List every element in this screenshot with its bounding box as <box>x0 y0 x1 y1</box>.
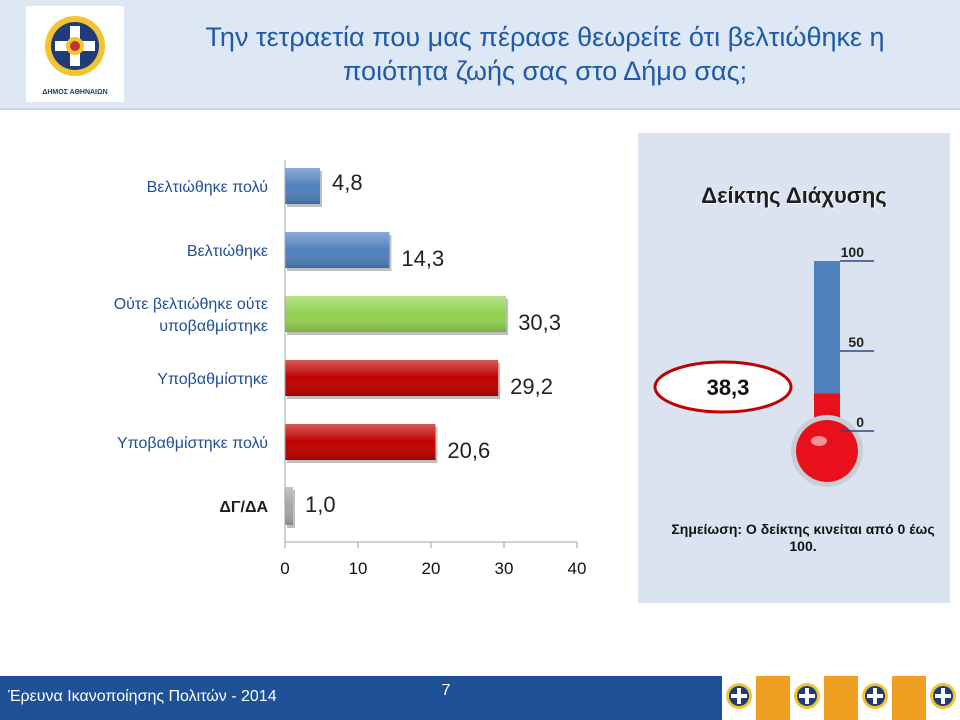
title-line-1: Την τετραετία που μας πέρασε θεωρείτε ότ… <box>205 22 885 52</box>
bar-gloss <box>285 360 499 396</box>
value-label: 4,8 <box>332 170 363 195</box>
index-value: 38,3 <box>707 375 750 400</box>
strip-tile <box>722 676 756 720</box>
x-tick-label: 0 <box>280 559 289 578</box>
footer: Έρευνα Ικανοποίησης Πολιτών - 2014 7 <box>0 676 960 720</box>
diffusion-index-panel: Δείκτης Διάχυσης 100 50 0 38,3 Σημείωση: Ο … <box>638 133 950 603</box>
category-label: Υποβαθμίστηκε πολύ <box>117 435 268 452</box>
strip-tile <box>756 676 790 720</box>
value-label: 14,3 <box>401 246 444 271</box>
strip-tile <box>926 676 960 720</box>
strip-tile <box>858 676 892 720</box>
header: ΔΗΜΟΣ ΑΘΗΝΑΙΩΝ Την τετραετία που μας πέρ… <box>0 0 960 108</box>
value-label: 29,2 <box>510 374 553 399</box>
category-label: ΔΓ/ΔΑ <box>219 499 268 516</box>
category-label: Βελτιώθηκε <box>187 243 268 260</box>
scale-label: 100 <box>841 244 865 260</box>
seal-icon <box>930 683 956 709</box>
seal-icon <box>45 16 105 76</box>
bar-chart: Βελτιώθηκε πολύ 4,8 Βελτιώθηκε 14,3 Ούτε βελ… <box>114 160 587 578</box>
strip-tile <box>790 676 824 720</box>
index-title: Δείκτης Διάχυσης <box>701 183 887 208</box>
seal-icon <box>726 683 752 709</box>
x-tick-label: 30 <box>495 559 514 578</box>
strip-tile <box>892 676 926 720</box>
thermometer-bulb <box>796 420 858 482</box>
index-note: Σημείωση: Ο δείκτης κινείται από 0 έως 1… <box>671 521 935 554</box>
value-label: 1,0 <box>305 492 336 517</box>
value-label: 30,3 <box>518 310 561 335</box>
bar-gloss <box>285 424 436 460</box>
category-label: Ούτε βελτιώθηκε ούτε <box>114 296 268 313</box>
category-label: υποβαθμίστηκε <box>159 318 268 335</box>
category-label: Υποβαθμίστηκε <box>157 371 268 388</box>
title-line-2: ποιότητα ζωής σας στο Δήμο σας; <box>342 56 748 86</box>
strip-tile <box>824 676 858 720</box>
seal-icon <box>862 683 888 709</box>
index-value-oval <box>653 360 793 414</box>
page-number: 7 <box>441 682 451 699</box>
x-tick-label: 20 <box>422 559 441 578</box>
bar-gloss <box>285 168 321 204</box>
page-title: Την τετραετία που μας πέρασε θεωρείτε ότ… <box>140 20 950 88</box>
value-label: 20,6 <box>447 438 490 463</box>
bar-gloss <box>285 296 507 332</box>
x-tick-label: 10 <box>349 559 368 578</box>
bar-gloss <box>285 487 293 525</box>
footer-title: Έρευνα Ικανοποίησης Πολιτών - 2014 <box>8 688 277 705</box>
category-label: Βελτιώθηκε πολύ <box>147 179 268 196</box>
seal-icon <box>794 683 820 709</box>
bar-gloss <box>285 232 390 268</box>
scale-label: 50 <box>848 334 864 350</box>
logo-caption: ΔΗΜΟΣ ΑΘΗΝΑΙΩΝ <box>42 89 108 96</box>
x-tick-label: 40 <box>568 559 587 578</box>
municipality-logo: ΔΗΜΟΣ ΑΘΗΝΑΙΩΝ <box>26 6 124 102</box>
bulb-highlight <box>811 436 827 446</box>
scale-label: 0 <box>856 414 864 430</box>
thermometer-gauge: 100 50 0 38,3 <box>653 244 874 487</box>
header-divider <box>0 108 960 110</box>
